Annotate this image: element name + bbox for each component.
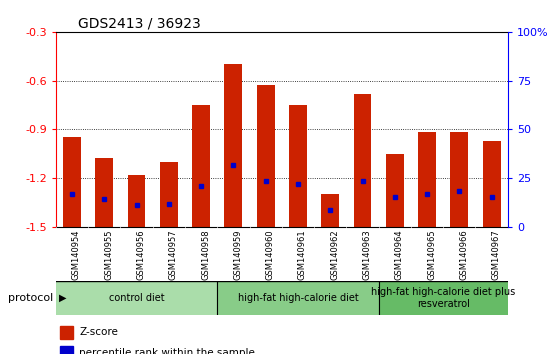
Text: GSM140958: GSM140958 [201, 229, 210, 280]
Text: GSM140955: GSM140955 [104, 229, 113, 280]
Text: GSM140954: GSM140954 [72, 229, 81, 280]
Bar [60, 326, 73, 339]
Bar [192, 105, 210, 227]
Bar [128, 175, 146, 227]
Text: GSM140963: GSM140963 [363, 229, 372, 280]
Text: high-fat high-calorie diet: high-fat high-calorie diet [238, 293, 358, 303]
Text: GSM140966: GSM140966 [459, 229, 468, 280]
Text: Z-score: Z-score [79, 327, 118, 337]
Text: GSM140959: GSM140959 [233, 229, 242, 280]
Text: GSM140957: GSM140957 [169, 229, 178, 280]
Text: GSM140967: GSM140967 [492, 229, 501, 280]
Bar [217, 281, 379, 315]
Text: high-fat high-calorie diet plus
resveratrol: high-fat high-calorie diet plus resverat… [371, 287, 516, 309]
Text: GDS2413 / 36923: GDS2413 / 36923 [78, 17, 201, 31]
Bar [56, 281, 217, 315]
Bar [95, 159, 113, 227]
Bar [354, 93, 372, 227]
Text: GSM140964: GSM140964 [395, 229, 404, 280]
Bar [418, 132, 436, 227]
Text: ▶: ▶ [59, 293, 66, 303]
Bar [483, 141, 501, 227]
Text: GSM140956: GSM140956 [137, 229, 146, 280]
Text: GSM140965: GSM140965 [427, 229, 436, 280]
Bar [224, 64, 242, 227]
Text: GSM140960: GSM140960 [266, 229, 275, 280]
Bar [386, 154, 403, 227]
Bar [321, 194, 339, 227]
Bar [160, 162, 177, 227]
Bar [257, 85, 275, 227]
Bar [379, 281, 508, 315]
Text: GSM140962: GSM140962 [330, 229, 339, 280]
Text: protocol: protocol [8, 293, 53, 303]
Bar [60, 346, 73, 354]
Text: control diet: control diet [109, 293, 164, 303]
Bar [63, 137, 81, 227]
Text: GSM140961: GSM140961 [298, 229, 307, 280]
Text: percentile rank within the sample: percentile rank within the sample [79, 348, 255, 354]
Bar [450, 132, 468, 227]
Bar [289, 105, 307, 227]
